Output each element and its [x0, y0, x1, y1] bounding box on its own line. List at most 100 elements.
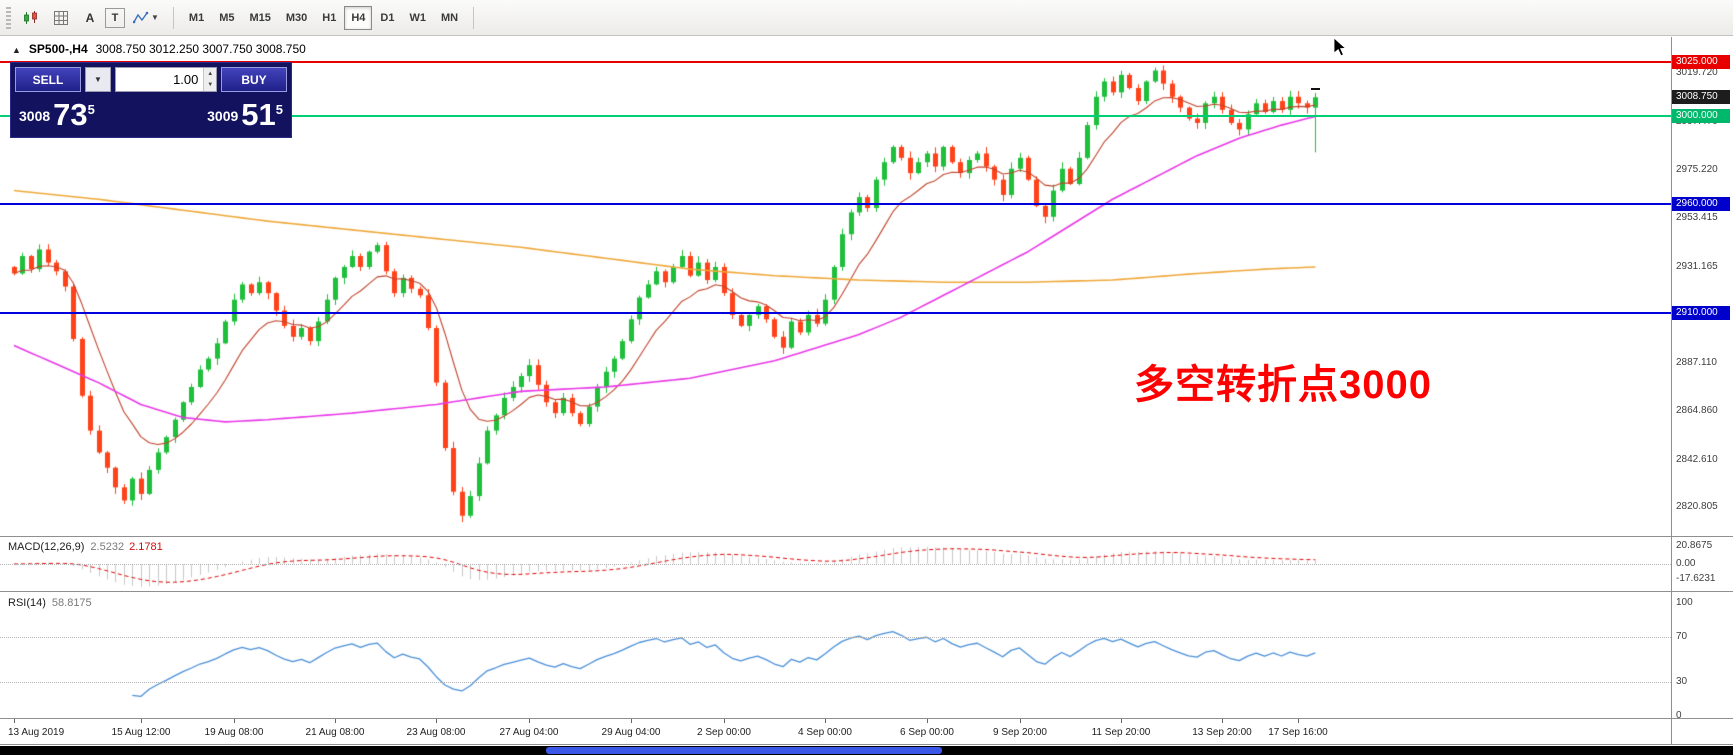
volume-field: ▲ ▼ — [115, 67, 217, 92]
volume-stepper-up[interactable]: ▲ — [204, 68, 216, 80]
date-label-5: 27 Aug 04:00 — [499, 727, 559, 738]
date-tick-9 — [927, 719, 928, 723]
price-label-3000: 3000.000 — [1672, 109, 1730, 123]
timeframe-button-D1[interactable]: D1 — [380, 11, 395, 24]
rsi-axis-100: 100 — [1676, 597, 1693, 608]
rsi-level-30-line — [0, 682, 1671, 683]
hline-2960[interactable] — [0, 203, 1671, 205]
date-tick-13 — [1298, 719, 1299, 723]
rsi-axis-0: 0 — [1676, 710, 1682, 721]
price-tick-3019.720: 3019.720 — [1676, 67, 1718, 78]
bid-sup: 5 — [87, 101, 95, 117]
window-bottom-edge — [0, 744, 1733, 745]
timeframe-button-group: M1 M5 M15 M30 H1 H4 D1 W1 MN — [182, 5, 465, 30]
price-label-2910: 2910.000 — [1672, 306, 1730, 320]
text-label-icon[interactable]: T — [105, 7, 125, 28]
macd-name: MACD(12,26,9) — [8, 541, 85, 553]
price-tick-2887.110: 2887.110 — [1676, 357, 1717, 368]
macd-label: MACD(12,26,9) 2.5232 2.1781 — [8, 541, 163, 553]
symbol-timeframe-label: SP500-,H4 — [28, 42, 88, 56]
rsi-label: RSI(14) 58.8175 — [8, 597, 92, 609]
macd-axis--17.6231: -17.6231 — [1676, 573, 1716, 584]
macd-axis-20.8675: 20.8675 — [1676, 540, 1713, 551]
date-tick-6 — [631, 719, 632, 723]
macd-axis-0.00: 0.00 — [1676, 558, 1696, 569]
price-tick-2931.165: 2931.165 — [1676, 261, 1718, 272]
date-label-8: 4 Sep 00:00 — [798, 727, 852, 738]
order-type-dropdown[interactable]: ▼ — [85, 67, 111, 92]
panel-separator-macd-rsi[interactable] — [0, 591, 1733, 592]
buy-button[interactable]: BUY — [221, 67, 287, 92]
bottom-bar — [0, 746, 1733, 755]
last-price-tick — [1311, 88, 1320, 90]
rsi-axis-70: 70 — [1676, 631, 1688, 642]
date-tick-12 — [1222, 719, 1223, 723]
price-label-3025: 3025.000 — [1672, 55, 1730, 69]
date-tick-3 — [335, 719, 336, 723]
ask-sup: 5 — [275, 101, 283, 117]
ask-big: 51 — [241, 96, 276, 132]
rsi-name: RSI(14) — [8, 597, 46, 609]
rsi-axis-30: 30 — [1676, 676, 1688, 687]
timeframe-button-MN[interactable]: MN — [440, 11, 459, 24]
candlestick-chart-icon[interactable] — [17, 5, 45, 31]
date-tick-7 — [724, 719, 725, 723]
date-label-13: 17 Sep 16:00 — [1268, 727, 1328, 738]
ohlc-values: 3008.750 3012.250 3007.750 3008.750 — [95, 42, 306, 56]
price-tick-2864.860: 2864.860 — [1676, 405, 1718, 416]
date-tick-8 — [825, 719, 826, 723]
panel-separator-rsi-dates — [0, 718, 1733, 719]
date-label-9: 6 Sep 00:00 — [900, 727, 954, 738]
timeframe-button-H4[interactable]: H4 — [344, 5, 373, 30]
date-label-0: 13 Aug 2019 — [8, 727, 65, 738]
bid-big: 73 — [53, 96, 88, 132]
price-axis-border — [1671, 37, 1672, 745]
chevron-down-icon: ▼ — [151, 13, 159, 22]
timeframe-button-M5[interactable]: M5 — [219, 11, 235, 24]
bottom-bar-segment[interactable] — [546, 747, 942, 754]
toolbar-grip[interactable] — [6, 6, 11, 29]
rsi-level-70-line — [0, 637, 1671, 638]
date-tick-4 — [436, 719, 437, 723]
date-label-2: 19 Aug 08:00 — [204, 727, 264, 738]
macd-signal-value: 2.1781 — [129, 541, 163, 553]
rsi-value: 58.8175 — [51, 597, 92, 609]
date-label-7: 2 Sep 00:00 — [697, 727, 751, 738]
date-tick-11 — [1121, 719, 1122, 723]
bid-small: 3008 — [19, 108, 51, 125]
price-tick-2975.220: 2975.220 — [1676, 164, 1718, 175]
toolbar: A T ▼ M1 M5 M15 M30 H1 H4 D1 W1 MN — [0, 0, 1733, 36]
toolbar-separator — [172, 6, 174, 29]
chart-text-annotation: 多空转折点3000 — [1134, 363, 1432, 407]
hline-2910[interactable] — [0, 312, 1671, 314]
price-tick-2820.805: 2820.805 — [1676, 501, 1718, 512]
date-label-1: 15 Aug 12:00 — [111, 727, 171, 738]
date-tick-0 — [14, 719, 15, 723]
date-tick-1 — [141, 719, 142, 723]
hline-3025[interactable] — [0, 61, 1671, 63]
indicator-tool-icon[interactable]: ▼ — [127, 5, 165, 31]
timeframe-button-W1[interactable]: W1 — [409, 11, 426, 24]
grid-profile-icon[interactable] — [47, 5, 75, 31]
timeframe-button-M30[interactable]: M30 — [285, 11, 308, 24]
date-tick-10 — [1020, 719, 1021, 723]
text-annotation-icon[interactable]: A — [85, 10, 95, 25]
timeframe-button-H1[interactable]: H1 — [322, 11, 337, 24]
current-price-label: 3008.750 — [1672, 90, 1730, 104]
macd-main-value: 2.5232 — [90, 541, 125, 553]
price-tick-2953.415: 2953.415 — [1676, 212, 1718, 223]
date-label-6: 29 Aug 04:00 — [601, 727, 661, 738]
sell-button[interactable]: SELL — [15, 67, 81, 92]
timeframe-button-M1[interactable]: M1 — [188, 11, 205, 24]
one-click-trading-panel: SELL ▼ ▲ ▼ BUY 3008 73 5 3009 51 5 — [10, 62, 292, 138]
date-tick-2 — [234, 719, 235, 723]
volume-stepper-down[interactable]: ▼ — [204, 79, 216, 91]
volume-input[interactable] — [116, 68, 204, 91]
panel-separator-main-macd[interactable] — [0, 536, 1733, 537]
date-label-4: 23 Aug 08:00 — [406, 727, 466, 738]
date-label-3: 21 Aug 08:00 — [305, 727, 365, 738]
hline-3000[interactable] — [0, 115, 1671, 117]
date-label-11: 11 Sep 20:00 — [1091, 727, 1151, 738]
price-tick-2842.610: 2842.610 — [1676, 454, 1718, 465]
timeframe-button-M15[interactable]: M15 — [249, 11, 271, 24]
